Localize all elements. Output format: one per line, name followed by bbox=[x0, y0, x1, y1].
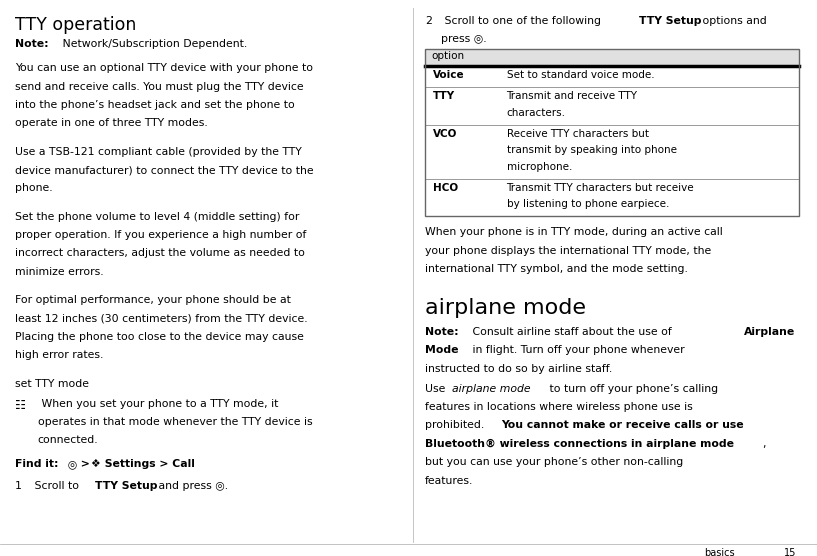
Text: and press ◎.: and press ◎. bbox=[155, 481, 229, 492]
Text: airplane mode: airplane mode bbox=[425, 297, 586, 317]
Text: option: option bbox=[431, 51, 465, 61]
Text: Mode: Mode bbox=[425, 345, 458, 355]
Text: HCO: HCO bbox=[433, 183, 458, 193]
Text: Note:: Note: bbox=[425, 327, 458, 337]
Text: instructed to do so by airline staff.: instructed to do so by airline staff. bbox=[425, 364, 612, 374]
Text: into the phone’s headset jack and set the phone to: into the phone’s headset jack and set th… bbox=[15, 100, 294, 110]
Text: Set to standard voice mode.: Set to standard voice mode. bbox=[507, 70, 654, 80]
Text: but you can use your phone’s other non-calling: but you can use your phone’s other non-c… bbox=[425, 457, 683, 467]
Text: features in locations where wireless phone use is: features in locations where wireless pho… bbox=[425, 402, 693, 412]
Text: Find it:: Find it: bbox=[15, 459, 58, 469]
Text: You cannot make or receive calls or use: You cannot make or receive calls or use bbox=[502, 420, 744, 430]
Text: TTY: TTY bbox=[433, 91, 455, 101]
Text: When you set your phone to a TTY mode, it: When you set your phone to a TTY mode, i… bbox=[38, 399, 278, 409]
Text: Receive TTY characters but: Receive TTY characters but bbox=[507, 128, 649, 138]
Text: options and: options and bbox=[699, 16, 767, 26]
Text: device manufacturer) to connect the TTY device to the: device manufacturer) to connect the TTY … bbox=[15, 165, 314, 175]
Text: For optimal performance, your phone should be at: For optimal performance, your phone shou… bbox=[15, 295, 291, 305]
Text: minimize errors.: minimize errors. bbox=[15, 267, 103, 277]
Text: >: > bbox=[77, 459, 93, 469]
Text: incorrect characters, adjust the volume as needed to: incorrect characters, adjust the volume … bbox=[15, 249, 305, 259]
Text: You can use an optional TTY device with your phone to: You can use an optional TTY device with … bbox=[15, 63, 313, 73]
Text: Transmit and receive TTY: Transmit and receive TTY bbox=[507, 91, 637, 101]
Text: Transmit TTY characters but receive: Transmit TTY characters but receive bbox=[507, 183, 694, 193]
Text: Settings > Call: Settings > Call bbox=[101, 459, 195, 469]
Text: airplane mode: airplane mode bbox=[452, 384, 530, 394]
Text: VCO: VCO bbox=[433, 128, 458, 138]
Text: send and receive calls. You must plug the TTY device: send and receive calls. You must plug th… bbox=[15, 82, 303, 92]
Text: operates in that mode whenever the TTY device is: operates in that mode whenever the TTY d… bbox=[38, 417, 312, 427]
Text: Consult airline staff about the use of: Consult airline staff about the use of bbox=[469, 327, 675, 337]
Text: ☷: ☷ bbox=[15, 399, 25, 411]
Text: 15: 15 bbox=[784, 548, 797, 556]
Text: press ◎.: press ◎. bbox=[441, 34, 487, 44]
Text: TTY Setup: TTY Setup bbox=[95, 481, 157, 492]
Text: in flight. Turn off your phone whenever: in flight. Turn off your phone whenever bbox=[469, 345, 685, 355]
Text: Scroll to one of the following: Scroll to one of the following bbox=[441, 16, 605, 26]
Bar bbox=[425, 48, 799, 216]
Text: international TTY symbol, and the mode setting.: international TTY symbol, and the mode s… bbox=[425, 264, 688, 274]
Text: characters.: characters. bbox=[507, 107, 565, 117]
Text: Set the phone volume to level 4 (middle setting) for: Set the phone volume to level 4 (middle … bbox=[15, 212, 299, 222]
Text: phone.: phone. bbox=[15, 183, 52, 193]
Text: Voice: Voice bbox=[433, 70, 465, 80]
Text: operate in one of three TTY modes.: operate in one of three TTY modes. bbox=[15, 118, 208, 128]
Text: high error rates.: high error rates. bbox=[15, 350, 103, 360]
Text: connected.: connected. bbox=[38, 435, 98, 445]
Text: Note:: Note: bbox=[15, 39, 48, 49]
Text: proper operation. If you experience a high number of: proper operation. If you experience a hi… bbox=[15, 230, 306, 240]
Text: microphone.: microphone. bbox=[507, 162, 572, 172]
Text: ◎: ◎ bbox=[64, 459, 77, 469]
Text: transmit by speaking into phone: transmit by speaking into phone bbox=[507, 145, 676, 155]
Text: ❖: ❖ bbox=[90, 459, 100, 469]
Text: 1: 1 bbox=[15, 481, 21, 492]
Text: ,: , bbox=[762, 439, 766, 449]
Text: Bluetooth® wireless connections in airplane mode: Bluetooth® wireless connections in airpl… bbox=[425, 439, 734, 449]
Text: your phone displays the international TTY mode, the: your phone displays the international TT… bbox=[425, 246, 711, 256]
Text: prohibited.: prohibited. bbox=[425, 420, 488, 430]
Text: Use: Use bbox=[425, 384, 449, 394]
Text: Placing the phone too close to the device may cause: Placing the phone too close to the devic… bbox=[15, 332, 304, 342]
Bar bbox=[425, 48, 799, 66]
Text: Network/Subscription Dependent.: Network/Subscription Dependent. bbox=[59, 39, 247, 49]
Text: TTY operation: TTY operation bbox=[15, 16, 136, 33]
Text: basics: basics bbox=[704, 548, 734, 556]
Text: features.: features. bbox=[425, 475, 473, 485]
Text: Scroll to: Scroll to bbox=[31, 481, 83, 492]
Text: When your phone is in TTY mode, during an active call: When your phone is in TTY mode, during a… bbox=[425, 227, 722, 237]
Text: 2: 2 bbox=[425, 16, 431, 26]
Text: Airplane: Airplane bbox=[743, 327, 795, 337]
Text: set TTY mode: set TTY mode bbox=[15, 379, 89, 389]
Text: TTY Setup: TTY Setup bbox=[639, 16, 701, 26]
Text: by listening to phone earpiece.: by listening to phone earpiece. bbox=[507, 199, 669, 209]
Text: to turn off your phone’s calling: to turn off your phone’s calling bbox=[546, 384, 718, 394]
Text: least 12 inches (30 centimeters) from the TTY device.: least 12 inches (30 centimeters) from th… bbox=[15, 314, 307, 324]
Text: Use a TSB-121 compliant cable (provided by the TTY: Use a TSB-121 compliant cable (provided … bbox=[15, 147, 301, 157]
